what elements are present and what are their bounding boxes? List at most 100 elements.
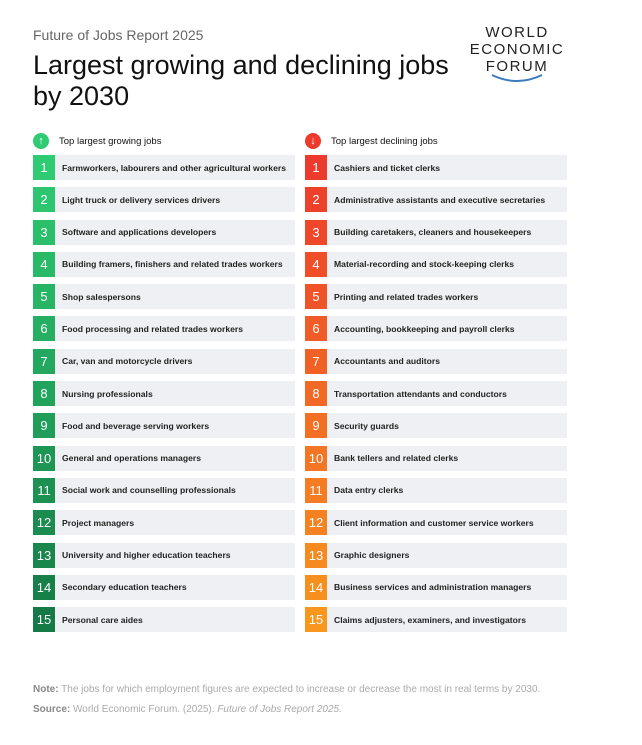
job-title: Material-recording and stock-keeping cle… [327,251,567,277]
growing-job-row: 9 Food and beverage serving workers [33,413,295,439]
growing-job-row: 3 Software and applications developers [33,219,295,245]
logo-line: ECONOMIC [469,41,565,58]
job-title: Administrative assistants and executive … [327,187,567,213]
rank-number: 9 [33,413,55,439]
rank-number: 7 [33,348,55,374]
growing-heading: Top largest growing jobs [59,135,162,147]
job-title: General and operations managers [55,445,295,471]
growing-job-row: 12 Project managers [33,510,295,536]
job-title: Business services and administration man… [327,574,567,600]
job-title: Bank tellers and related clerks [327,445,567,471]
job-title: Secondary education teachers [55,574,295,600]
rank-number: 5 [33,284,55,310]
rank-number: 14 [33,574,55,600]
declining-job-row: 11 Data entry clerks [305,477,567,503]
note: Note: The jobs for which employment figu… [33,684,540,695]
rank-number: 8 [305,381,327,407]
rank-number: 1 [305,155,327,180]
job-title: Data entry clerks [327,477,567,503]
job-title: Car, van and motorcycle drivers [55,348,295,374]
job-title: Food and beverage serving workers [55,413,295,439]
declining-job-row: 13 Graphic designers [305,542,567,568]
source-title: Future of Jobs Report 2025. [217,704,342,715]
job-title: Light truck or delivery services drivers [55,187,295,213]
growing-job-row: 8 Nursing professionals [33,381,295,407]
rank-number: 9 [305,413,327,439]
job-title: Project managers [55,510,295,536]
rank-number: 6 [305,316,327,342]
rank-number: 10 [305,445,327,471]
rank-number: 2 [33,187,55,213]
declining-job-row: 7 Accountants and auditors [305,348,567,374]
growing-job-row: 2 Light truck or delivery services driver… [33,187,295,213]
declining-job-row: 1 Cashiers and ticket clerks [305,155,567,180]
growing-job-row: 10 General and operations managers [33,445,295,471]
rank-number: 1 [33,155,55,180]
declining-heading: Top largest declining jobs [331,135,438,147]
rank-number: 10 [33,445,55,471]
declining-job-row: 8 Transportation attendants and conductor… [305,381,567,407]
note-text: The jobs for which employment figures ar… [61,684,541,695]
report-kicker: Future of Jobs Report 2025 [33,27,204,43]
logo-line: FORUM [485,58,549,75]
job-title: Building caretakers, cleaners and housek… [327,219,567,245]
job-title: Accountants and auditors [327,348,567,374]
declining-header: ↓ Top largest declining jobs [305,132,567,150]
job-title: Transportation attendants and conductors [327,381,567,407]
rank-number: 15 [305,607,327,633]
job-title: Social work and counselling professional… [55,477,295,503]
rank-number: 3 [305,219,327,245]
growing-job-row: 11 Social work and counselling profession… [33,477,295,503]
growing-header: ↑ Top largest growing jobs [33,132,295,150]
job-title: Shop salespersons [55,284,295,310]
source-label: Source: [33,704,71,715]
declining-job-row: 6 Accounting, bookkeeping and payroll cle… [305,316,567,342]
job-title: Building framers, finishers and related … [55,251,295,277]
wef-logo: WORLD ECONOMIC FORUM [462,24,572,83]
declining-job-row: 9 Security guards [305,413,567,439]
page-title: Largest growing and declining jobs by 20… [33,50,449,111]
job-title: Security guards [327,413,567,439]
rank-number: 13 [305,542,327,568]
growing-job-row: 1 Farmworkers, labourers and other agricu… [33,155,295,180]
growing-job-row: 6 Food processing and related trades work… [33,316,295,342]
rank-number: 6 [33,316,55,342]
rank-number: 3 [33,219,55,245]
declining-job-row: 2 Administrative assistants and executive… [305,187,567,213]
declining-job-row: 4 Material-recording and stock-keeping cl… [305,251,567,277]
job-title: Graphic designers [327,542,567,568]
job-title: Claims adjusters, examiners, and investi… [327,607,567,633]
declining-job-row: 15 Claims adjusters, examiners, and inves… [305,607,567,633]
logo-arc-icon [491,74,543,82]
rank-number: 2 [305,187,327,213]
declining-job-row: 10 Bank tellers and related clerks [305,445,567,471]
rank-number: 4 [305,251,327,277]
rank-number: 4 [33,251,55,277]
job-title: Cashiers and ticket clerks [327,155,567,180]
growing-job-row: 15 Personal care aides [33,607,295,633]
growing-jobs-list: ↑ Top largest growing jobs 1 Farmworkers,… [33,132,295,639]
rank-number: 7 [305,348,327,374]
rank-number: 12 [33,510,55,536]
declining-job-row: 5 Printing and related trades workers [305,284,567,310]
growing-job-row: 4 Building framers, finishers and related… [33,251,295,277]
job-title: Client information and customer service … [327,510,567,536]
arrow-up-icon: ↑ [33,133,49,149]
growing-job-row: 5 Shop salespersons [33,284,295,310]
source: Source: World Economic Forum. (2025). Fu… [33,704,342,715]
job-title: Farmworkers, labourers and other agricul… [55,155,295,180]
growing-job-row: 13 University and higher education teache… [33,542,295,568]
job-title: University and higher education teachers [55,542,295,568]
declining-job-row: 3 Building caretakers, cleaners and house… [305,219,567,245]
job-title: Food processing and related trades worke… [55,316,295,342]
rank-number: 13 [33,542,55,568]
rank-number: 12 [305,510,327,536]
rank-number: 14 [305,574,327,600]
rank-number: 5 [305,284,327,310]
rank-number: 15 [33,607,55,633]
job-title: Software and applications developers [55,219,295,245]
declining-job-row: 14 Business services and administration m… [305,574,567,600]
rank-number: 11 [33,477,55,503]
growing-job-row: 7 Car, van and motorcycle drivers [33,348,295,374]
declining-jobs-list: ↓ Top largest declining jobs 1 Cashiers a… [305,132,567,639]
